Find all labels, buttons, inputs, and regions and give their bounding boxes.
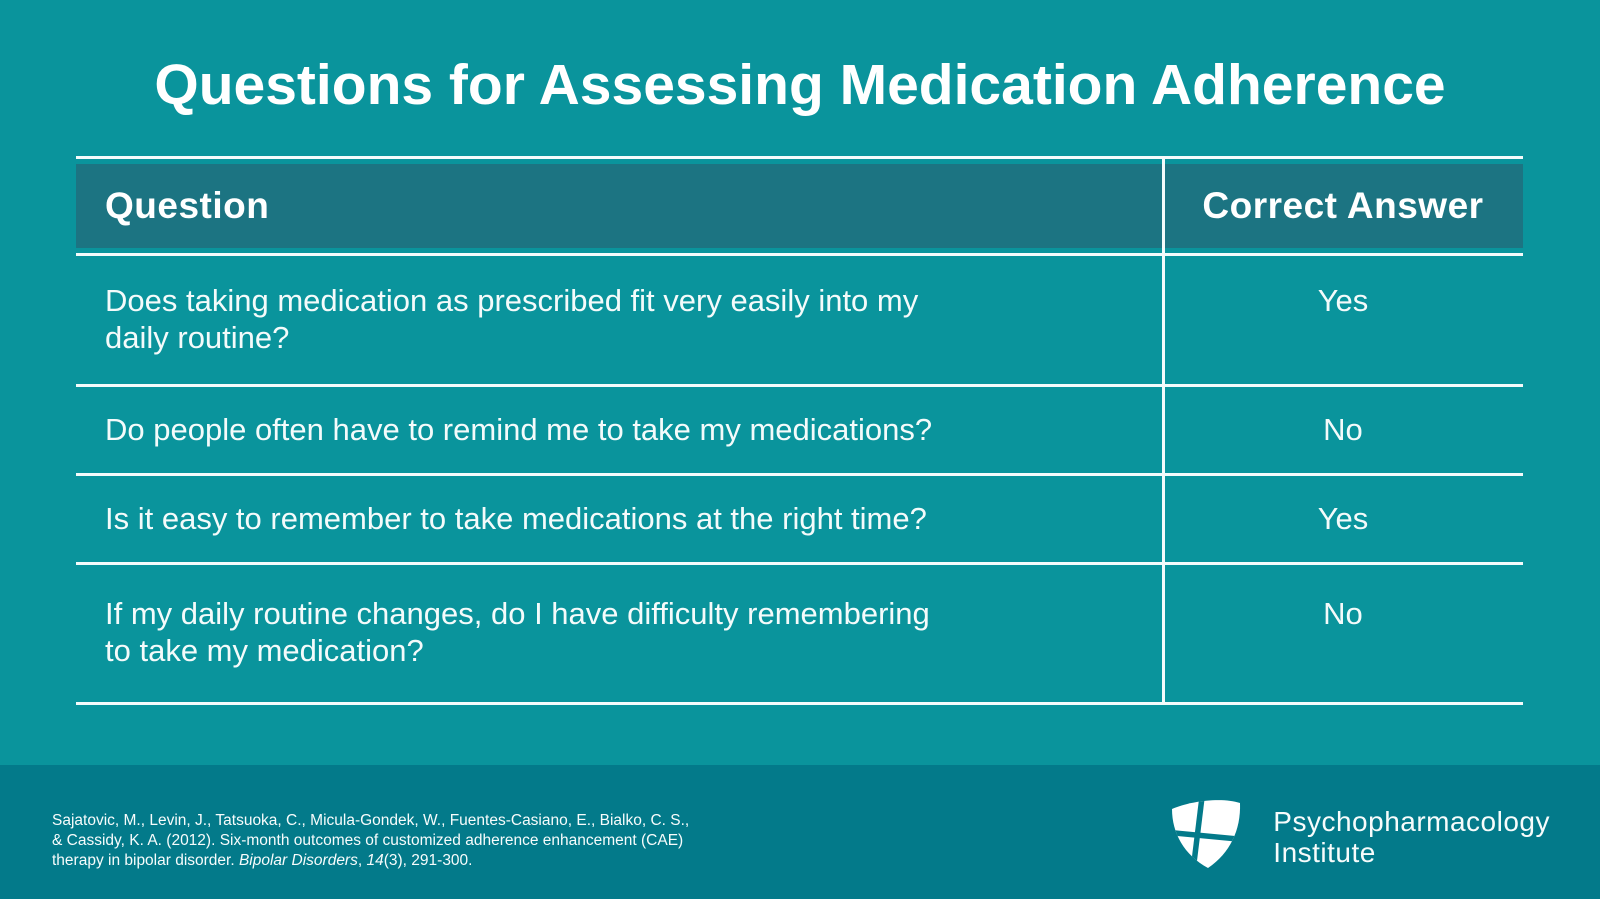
table-row: Is it easy to remember to take medicatio… — [76, 476, 1523, 562]
footer: Sajatovic, M., Levin, J., Tatsuoka, C., … — [0, 765, 1600, 899]
question-cell: Does taking medication as prescribed fit… — [76, 256, 1163, 384]
shield-icon — [1172, 800, 1241, 868]
table-row: Does taking medication as prescribed fit… — [76, 256, 1523, 384]
row-rule — [76, 562, 1523, 565]
answer-cell: No — [1323, 412, 1363, 447]
column-divider — [1162, 156, 1165, 705]
answer-cell: Yes — [1317, 501, 1369, 536]
journal-title: Bipolar Disorders — [238, 852, 358, 869]
table-top-rule — [76, 156, 1523, 159]
answer-cell: No — [1323, 596, 1363, 631]
question-line: If my daily routine changes, do I have d… — [105, 596, 930, 631]
table-bottom-rule — [76, 702, 1523, 705]
column-header-correct-answer: Correct Answer — [1202, 185, 1484, 226]
adherence-table: Question Correct Answer Does taking medi… — [76, 156, 1523, 705]
answer-cell: Yes — [1317, 283, 1369, 318]
question-line: Is it easy to remember to take medicatio… — [105, 501, 927, 536]
question-cell: If my daily routine changes, do I have d… — [76, 565, 1163, 702]
citation: Sajatovic, M., Levin, J., Tatsuoka, C., … — [52, 811, 689, 871]
organization-name-line: Psychopharmacology — [1273, 806, 1550, 837]
question-cell: Is it easy to remember to take medicatio… — [76, 476, 1163, 562]
page-title: Questions for Assessing Medication Adher… — [154, 53, 1446, 117]
question-line: daily routine? — [105, 320, 290, 355]
table-row: Do people often have to remind me to tak… — [76, 387, 1523, 473]
table-header-row: Question Correct Answer — [76, 164, 1523, 248]
question-cell: Do people often have to remind me to tak… — [76, 387, 1163, 473]
question-line: Does taking medication as prescribed fit… — [105, 283, 919, 318]
row-rule — [76, 253, 1523, 256]
row-rule — [76, 473, 1523, 476]
row-rule — [76, 384, 1523, 387]
organization-name-line: Institute — [1273, 837, 1376, 868]
question-line: to take my medication? — [105, 633, 424, 668]
citation-line: Sajatovic, M., Levin, J., Tatsuoka, C., … — [52, 812, 690, 829]
organization-name: Psychopharmacology Institute — [1273, 791, 1550, 868]
table-row: If my daily routine changes, do I have d… — [76, 565, 1523, 702]
journal-volume: 14 — [366, 852, 384, 869]
organization-logo: Psychopharmacology Institute — [1166, 791, 1550, 869]
column-header-question: Question — [105, 185, 270, 226]
citation-line: & Cassidy, K. A. (2012). Six-month outco… — [52, 832, 684, 849]
citation-line: therapy in bipolar disorder. Bipolar Dis… — [52, 852, 473, 869]
question-line: Do people often have to remind me to tak… — [105, 412, 933, 447]
